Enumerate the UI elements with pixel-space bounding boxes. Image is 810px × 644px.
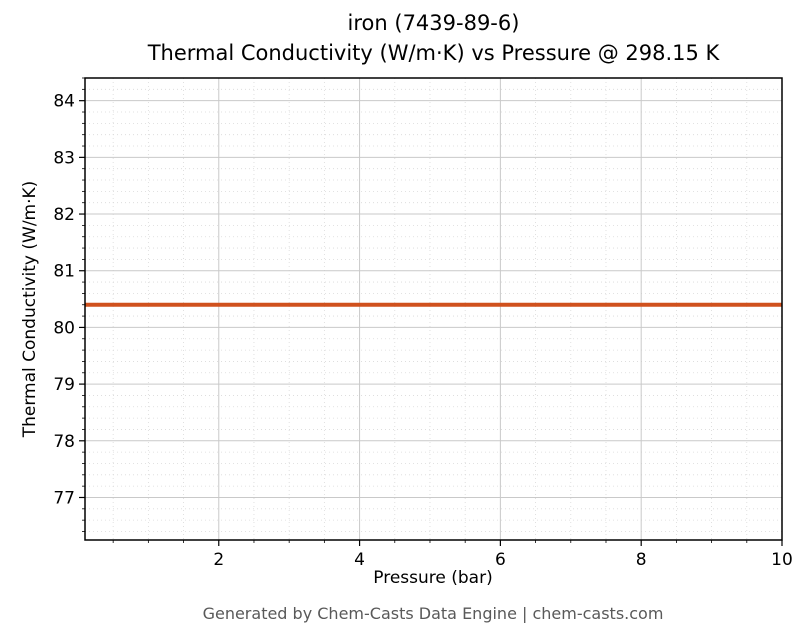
y-tick-label: 84 bbox=[53, 92, 75, 112]
chart-title-line1: iron (7439-89-6) bbox=[347, 11, 520, 35]
x-tick-label: 4 bbox=[354, 550, 365, 570]
axes-spines bbox=[84, 77, 783, 541]
y-tick-label: 80 bbox=[53, 318, 75, 338]
y-tick-label: 82 bbox=[53, 205, 75, 225]
chart-title: iron (7439-89-6) Thermal Conductivity (W… bbox=[85, 8, 782, 69]
y-axis-label: Thermal Conductivity (W/m·K) bbox=[20, 180, 40, 438]
y-tick-label: 78 bbox=[53, 432, 75, 452]
x-tick-label: 6 bbox=[495, 550, 506, 570]
y-tick-label: 77 bbox=[53, 488, 75, 508]
x-axis-label: Pressure (bar) bbox=[373, 568, 493, 588]
y-tick-label: 83 bbox=[53, 148, 75, 168]
chart-title-line2: Thermal Conductivity (W/m·K) vs Pressure… bbox=[147, 41, 720, 66]
footer-attribution: Generated by Chem-Casts Data Engine | ch… bbox=[202, 604, 664, 623]
y-tick-label: 79 bbox=[53, 375, 75, 395]
x-tick-label: 10 bbox=[771, 550, 793, 570]
y-tick-label: 81 bbox=[53, 262, 75, 282]
x-tick-label: 2 bbox=[213, 550, 224, 570]
x-tick-label: 8 bbox=[636, 550, 647, 570]
